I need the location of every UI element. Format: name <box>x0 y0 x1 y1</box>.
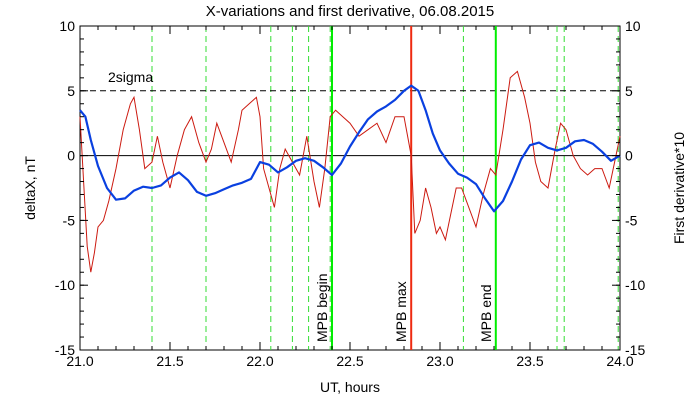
marker-lines-layer <box>331 26 497 350</box>
labels-layer: MPB begin MPB max MPB end 21.0 21.5 22.0 22.5 2… <box>55 18 646 369</box>
event-lines-layer <box>151 26 619 350</box>
derivative-series-line <box>79 70 621 273</box>
x-axis-title: UT, hours <box>320 379 380 395</box>
y-tick-label-right: -10 <box>625 277 645 293</box>
y-tick-label-right: 5 <box>625 83 633 99</box>
y-tick-label-left: 5 <box>67 83 75 99</box>
x-tick-label: 23.0 <box>426 353 453 369</box>
sigma-label: 2sigma <box>108 69 153 85</box>
x-tick-label: 22.0 <box>246 353 273 369</box>
y-tick-label-right: 10 <box>625 18 641 34</box>
left-axis-title: deltaX, nT <box>22 156 38 220</box>
y-tick-label-left: -10 <box>55 277 75 293</box>
mpb-border-label: MPB end <box>478 284 494 342</box>
reference-lines-layer <box>80 90 620 157</box>
chart-title: X-variations and first derivative, 06.08… <box>206 3 495 20</box>
x-tick-label: 23.5 <box>516 353 543 369</box>
x-tick-label: 22.5 <box>336 353 363 369</box>
ticks-layer <box>79 25 621 351</box>
plot-area <box>79 25 621 351</box>
y-tick-label-left: 10 <box>59 18 75 34</box>
mpb-border-label: MPB begin <box>314 274 330 342</box>
y-tick-label-right: -5 <box>625 212 638 228</box>
series-layer <box>79 70 621 273</box>
x-tick-label: 24.0 <box>606 353 633 369</box>
y-tick-label-right: -15 <box>625 342 645 358</box>
y-tick-label-left: -5 <box>63 212 76 228</box>
mpb-max-label: MPB max <box>393 281 409 342</box>
right-axis-title: First derivative*10 <box>671 132 687 244</box>
x-tick-label: 21.5 <box>156 353 183 369</box>
y-tick-label-left: 0 <box>67 148 75 164</box>
x-tick-label: 21.0 <box>66 353 93 369</box>
y-tick-label-right: 0 <box>625 148 633 164</box>
deltax-series-line <box>79 84 621 213</box>
y-tick-label-left: -15 <box>55 342 75 358</box>
